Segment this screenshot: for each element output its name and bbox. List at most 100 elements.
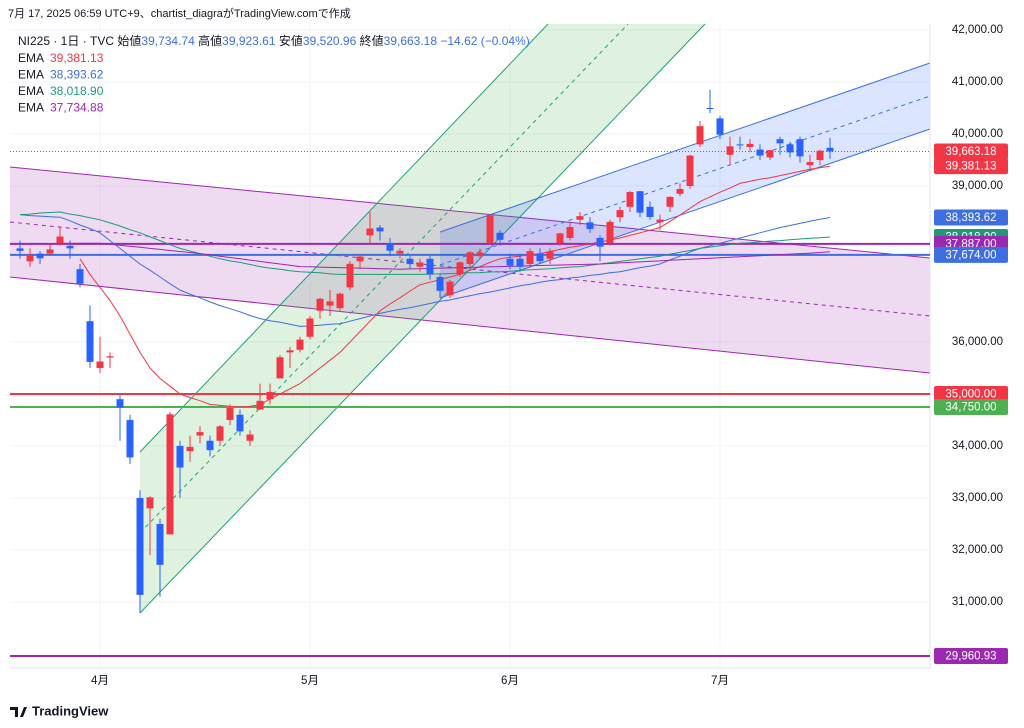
y-tick-label: 33,000.00 bbox=[952, 492, 1003, 504]
candle-body bbox=[256, 400, 264, 410]
channel-mid bbox=[439, 95, 931, 266]
candle-body bbox=[126, 419, 134, 458]
candle-body bbox=[156, 523, 164, 565]
candle-body bbox=[706, 107, 714, 109]
legend-value: 39,381.13 bbox=[50, 51, 104, 65]
candle-body bbox=[826, 147, 834, 152]
candle-body bbox=[746, 143, 754, 147]
candle-body bbox=[736, 144, 744, 146]
y-tick-label: 32,000.00 bbox=[952, 544, 1003, 556]
brand-logo bbox=[10, 707, 27, 717]
candle-body bbox=[236, 414, 244, 432]
candle-body bbox=[176, 445, 184, 468]
price-label-box bbox=[934, 209, 1008, 226]
candle-body bbox=[596, 237, 604, 247]
channel-line bbox=[9, 276, 931, 374]
ohlc-value: 39,734.74 bbox=[141, 34, 195, 48]
candle-body bbox=[766, 150, 774, 158]
candle-body bbox=[586, 222, 594, 229]
ohlc-name: 始値 bbox=[117, 33, 141, 48]
candle-body bbox=[296, 339, 304, 350]
candle-body bbox=[556, 233, 564, 244]
candle-body bbox=[196, 432, 204, 436]
candle-body bbox=[206, 440, 214, 451]
candle-body bbox=[816, 150, 824, 160]
price-label: 35,000.00 bbox=[945, 388, 996, 400]
x-tick-label: 4月 bbox=[91, 675, 109, 687]
candle-body bbox=[426, 258, 434, 275]
channel-line bbox=[439, 62, 931, 233]
candle-body bbox=[396, 250, 404, 254]
ema-line bbox=[19, 214, 831, 327]
channel-line bbox=[139, 23, 706, 614]
candle-body bbox=[276, 357, 284, 379]
candle-body bbox=[476, 252, 484, 257]
change: −14.62 (−0.04%) bbox=[440, 34, 529, 48]
candle-body bbox=[716, 118, 724, 135]
legend-value: 38,393.62 bbox=[50, 68, 104, 82]
candle-body bbox=[16, 248, 24, 251]
legend-name: EMA bbox=[18, 101, 44, 115]
candle-body bbox=[356, 256, 364, 262]
price-label-box bbox=[934, 158, 1008, 175]
price-label: 34,750.00 bbox=[945, 401, 996, 413]
candle-body bbox=[336, 293, 344, 309]
channel-line bbox=[9, 166, 931, 259]
grid bbox=[10, 24, 930, 668]
x-tick-label: 6月 bbox=[501, 675, 519, 687]
candle-body bbox=[46, 249, 54, 254]
candle-body bbox=[626, 191, 634, 207]
price-label-box bbox=[934, 647, 1008, 664]
ema-line bbox=[19, 211, 831, 275]
caption: 7月 17, 2025 06:59 UTC+9、chartist_diagraが… bbox=[8, 6, 351, 20]
candle-body bbox=[266, 391, 274, 400]
candle-body bbox=[546, 251, 554, 259]
channel-line bbox=[439, 128, 931, 299]
candle-body bbox=[346, 263, 354, 288]
candle-body bbox=[806, 162, 814, 166]
candle-body bbox=[526, 251, 534, 264]
legend-name: EMA bbox=[18, 51, 44, 65]
candle-body bbox=[616, 210, 624, 218]
candle-body bbox=[26, 254, 34, 262]
candle-body bbox=[246, 434, 254, 441]
candle-body bbox=[216, 426, 224, 441]
y-tick-label: 31,000.00 bbox=[952, 596, 1003, 608]
price-label: 39,381.13 bbox=[945, 161, 996, 173]
candle-body bbox=[146, 497, 154, 509]
candle-body bbox=[376, 227, 384, 232]
candle-body bbox=[186, 446, 194, 452]
y-tick-label: 39,000.00 bbox=[952, 180, 1003, 192]
candle-body bbox=[796, 139, 804, 157]
candle-body bbox=[486, 215, 494, 244]
candle-body bbox=[136, 497, 144, 595]
candle-body bbox=[536, 253, 544, 262]
candle-body bbox=[566, 227, 574, 238]
ohlc-name: 終値 bbox=[360, 33, 384, 48]
price-label: 29,960.93 bbox=[945, 651, 996, 663]
ohlc-value: 39,923.61 bbox=[222, 34, 276, 48]
candle-body bbox=[506, 258, 514, 266]
candle-body bbox=[406, 258, 414, 265]
x-tick-label: 7月 bbox=[711, 675, 729, 687]
candle-body bbox=[576, 216, 584, 220]
candle-body bbox=[286, 350, 294, 353]
ema-line bbox=[79, 165, 831, 408]
brand: TradingView bbox=[32, 703, 109, 718]
candle-body bbox=[646, 206, 654, 218]
price-label: 39,663.18 bbox=[945, 146, 996, 158]
legend-value: 38,018.90 bbox=[50, 84, 104, 98]
price-label: 37,674.00 bbox=[945, 249, 996, 261]
candle-body bbox=[36, 253, 44, 259]
candle-body bbox=[386, 243, 394, 251]
ohlc-value: 39,520.96 bbox=[303, 34, 357, 48]
y-tick-label: 40,000.00 bbox=[952, 128, 1003, 140]
candle-body bbox=[76, 269, 84, 284]
candle-body bbox=[96, 361, 104, 368]
legend-value: 37,734.88 bbox=[50, 101, 104, 115]
candle-body bbox=[416, 262, 424, 267]
candle-body bbox=[516, 258, 524, 267]
candle-body bbox=[166, 414, 174, 535]
